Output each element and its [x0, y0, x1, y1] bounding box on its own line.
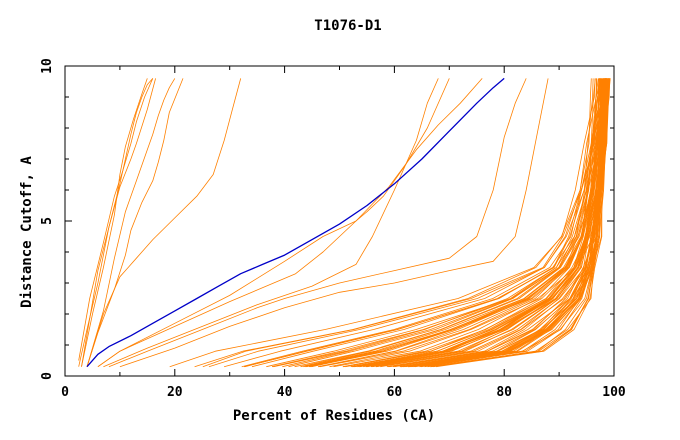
y-tick-label: 10: [40, 58, 55, 74]
y-tick-label: 0: [40, 372, 55, 380]
plot-area: 0 20 40 60 80 100 0 5 10: [40, 58, 626, 400]
series-line: [108, 78, 527, 368]
series-line: [266, 78, 602, 368]
series-line: [208, 78, 598, 368]
series-line: [405, 78, 608, 368]
series-line: [345, 78, 606, 368]
series-line: [427, 78, 611, 368]
series-line: [365, 78, 607, 368]
series-line: [366, 78, 608, 368]
series-line: [86, 78, 242, 367]
series-line: [86, 78, 176, 367]
series-line: [241, 78, 597, 368]
series-line: [97, 78, 483, 368]
series-line: [408, 78, 607, 368]
x-tick-label: 0: [61, 385, 69, 400]
x-tick-label: 100: [602, 385, 626, 400]
series-line: [194, 78, 592, 368]
y-axis-label: Distance Cutoff, A: [19, 156, 35, 308]
series-line: [78, 78, 154, 361]
series-line: [352, 78, 605, 368]
series-line: [78, 78, 154, 367]
series-line: [169, 78, 596, 368]
series-line: [244, 78, 601, 368]
x-axis-label: Percent of Residues (CA): [233, 408, 435, 424]
series-line: [103, 78, 439, 368]
series-line: [305, 78, 604, 368]
series-line: [352, 78, 606, 368]
series-line: [202, 78, 596, 368]
series-line: [329, 78, 605, 368]
series-line: [430, 78, 610, 368]
series-line: [376, 78, 606, 368]
x-tick-label: 80: [496, 385, 512, 400]
x-tick-label: 60: [387, 385, 403, 400]
series-line: [319, 78, 604, 368]
chart-title: T1076-D1: [314, 18, 381, 34]
series-line: [81, 78, 156, 367]
series-line: [288, 78, 601, 368]
series-line: [119, 78, 549, 368]
series-line: [308, 78, 603, 368]
y-tick-label: 5: [40, 217, 55, 225]
series-line: [81, 78, 148, 367]
x-tick-label: 20: [167, 385, 183, 400]
series-line: [401, 78, 609, 368]
series-line: [223, 78, 594, 368]
highlight-series-line: [86, 77, 505, 368]
x-tick-label: 40: [277, 385, 293, 400]
series-line: [86, 78, 184, 367]
